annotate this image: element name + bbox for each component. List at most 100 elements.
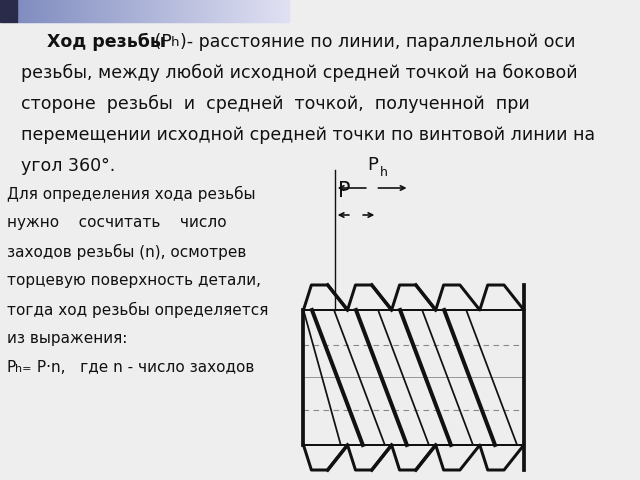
Text: )- расстояние по линии, параллельной оси: )- расстояние по линии, параллельной оси (180, 33, 575, 51)
Bar (62, 0, 63, 22)
Bar (40, 0, 42, 22)
Bar (103, 0, 104, 22)
Bar (242, 0, 243, 22)
Bar (211, 0, 212, 22)
Text: h: h (380, 166, 388, 179)
Bar (181, 0, 182, 22)
Bar (65, 0, 66, 22)
Bar (104, 0, 105, 22)
Bar (172, 0, 173, 22)
Bar (163, 0, 164, 22)
Text: h=: h= (15, 364, 32, 374)
Bar (229, 0, 230, 22)
Bar (230, 0, 231, 22)
Bar (48, 0, 49, 22)
Text: Для определения хода резьбы: Для определения хода резьбы (7, 186, 255, 202)
Bar (138, 0, 140, 22)
Bar (88, 0, 90, 22)
Bar (111, 0, 112, 22)
Bar (262, 0, 263, 22)
Bar (161, 0, 162, 22)
Bar (235, 0, 236, 22)
Bar (147, 0, 148, 22)
Bar (26, 0, 27, 22)
Text: из выражения:: из выражения: (7, 331, 127, 346)
Bar (231, 0, 232, 22)
Bar (39, 0, 40, 22)
Bar (58, 0, 59, 22)
Bar (272, 0, 273, 22)
Bar (171, 0, 172, 22)
Bar (234, 0, 235, 22)
Bar (201, 0, 202, 22)
Bar (98, 0, 99, 22)
Bar (174, 0, 175, 22)
Bar (287, 0, 288, 22)
Bar (261, 0, 262, 22)
Text: P: P (338, 181, 351, 201)
Bar (166, 0, 168, 22)
Bar (232, 0, 233, 22)
Bar (51, 0, 52, 22)
Bar (223, 0, 224, 22)
Text: резьбы, между любой исходной средней точкой на боковой: резьбы, между любой исходной средней точ… (21, 64, 578, 82)
Bar (283, 0, 284, 22)
Bar (42, 0, 44, 22)
Bar (93, 0, 94, 22)
Bar (36, 0, 37, 22)
Bar (269, 0, 270, 22)
Bar (185, 0, 186, 22)
Bar (59, 0, 60, 22)
Bar (112, 0, 113, 22)
Bar (199, 0, 200, 22)
Text: (P: (P (149, 33, 172, 51)
Bar (120, 0, 121, 22)
Bar (144, 0, 145, 22)
Bar (54, 0, 55, 22)
Bar (237, 0, 238, 22)
Bar (46, 0, 47, 22)
Bar (140, 0, 141, 22)
Bar (248, 0, 249, 22)
Bar (202, 0, 203, 22)
Bar (236, 0, 237, 22)
Bar (123, 0, 124, 22)
Bar (238, 0, 239, 22)
Bar (285, 0, 286, 22)
Bar (73, 0, 74, 22)
Bar (268, 0, 269, 22)
Bar (56, 0, 57, 22)
Bar (132, 0, 133, 22)
Text: h: h (170, 36, 179, 49)
Bar (108, 0, 109, 22)
Bar (146, 0, 147, 22)
Bar (221, 0, 222, 22)
Bar (281, 0, 282, 22)
Bar (168, 0, 170, 22)
Bar (175, 0, 177, 22)
Bar (76, 0, 77, 22)
Bar (182, 0, 183, 22)
Bar (124, 0, 125, 22)
Bar (180, 0, 181, 22)
Bar (210, 0, 211, 22)
Bar (154, 0, 155, 22)
Text: P: P (7, 360, 16, 375)
Bar (17, 0, 18, 22)
Bar (143, 0, 144, 22)
Bar (33, 0, 34, 22)
Bar (57, 0, 58, 22)
Bar (207, 0, 209, 22)
Bar (86, 0, 87, 22)
Bar (266, 0, 268, 22)
Bar (198, 0, 199, 22)
Bar (37, 0, 38, 22)
Bar (250, 0, 251, 22)
Bar (83, 0, 84, 22)
Bar (259, 0, 260, 22)
Bar (271, 0, 272, 22)
Bar (228, 0, 229, 22)
Bar (81, 0, 83, 22)
Bar (72, 0, 73, 22)
Bar (224, 0, 225, 22)
